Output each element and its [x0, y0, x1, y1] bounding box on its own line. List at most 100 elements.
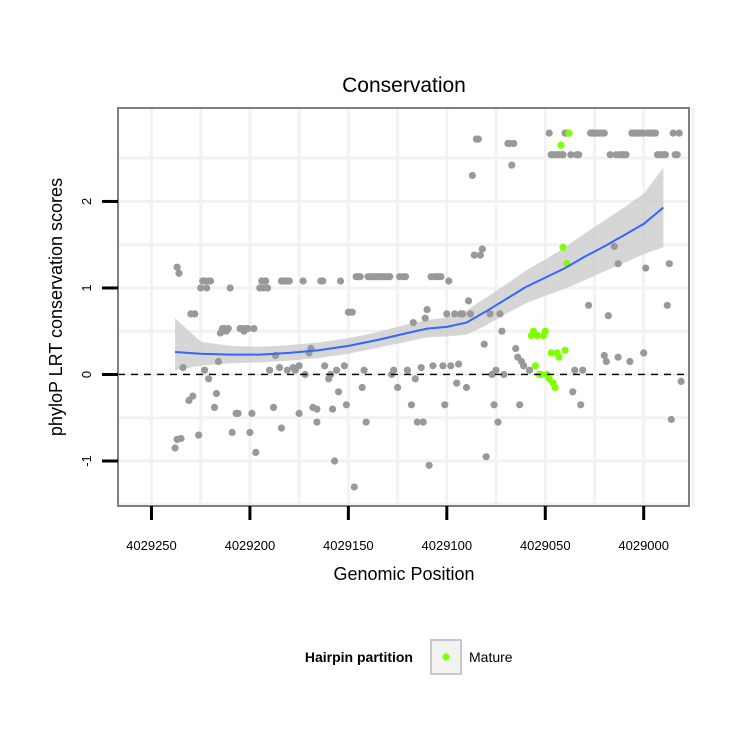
data-point: [516, 401, 524, 409]
data-point: [407, 401, 415, 409]
data-point: [285, 277, 293, 285]
data-point: [411, 375, 419, 383]
data-point: [445, 277, 453, 285]
data-point: [210, 403, 219, 411]
data-point: [197, 284, 205, 292]
data-point: [189, 392, 197, 400]
data-point: [545, 129, 553, 137]
data-point: [476, 251, 484, 259]
data-point: [453, 379, 461, 387]
data-point: [246, 428, 254, 437]
data-point: [264, 284, 272, 292]
data-point: [610, 242, 618, 250]
data-point: [466, 310, 474, 318]
data-point: [203, 284, 211, 292]
data-point: [474, 135, 482, 143]
data-point-mature: [537, 370, 545, 379]
x-tick-label: 4029250: [126, 538, 177, 553]
data-point: [464, 297, 473, 305]
plot-area: [118, 108, 695, 506]
legend-label-mature: Mature: [469, 649, 513, 665]
axes: 4029250 4029200 4029150 4029100 4029050 40290…: [79, 107, 690, 553]
data-point: [358, 383, 366, 392]
data-point: [677, 377, 685, 385]
confidence-band: [175, 167, 664, 371]
data-point: [195, 431, 203, 439]
data-point-mature: [559, 243, 567, 251]
data-point: [482, 453, 490, 461]
data-point: [244, 325, 252, 333]
legend-key-mature: [442, 653, 450, 661]
data-point: [500, 370, 508, 379]
data-point: [451, 310, 459, 318]
data-point: [419, 418, 427, 426]
data-point: [413, 418, 421, 426]
data-point: [331, 457, 339, 465]
data-point: [360, 366, 368, 374]
data-point: [234, 409, 242, 417]
data-point: [173, 263, 181, 271]
data-point: [340, 362, 348, 370]
data-point: [455, 360, 463, 368]
data-point: [661, 151, 670, 159]
data-point: [269, 403, 278, 411]
data-point-mature: [565, 129, 573, 137]
data-point: [651, 129, 660, 137]
data-point: [600, 351, 608, 360]
data-point: [498, 327, 506, 335]
data-point: [175, 269, 183, 277]
data-point: [665, 260, 673, 268]
data-point: [425, 461, 433, 469]
data-point: [622, 151, 630, 159]
data-point: [252, 448, 260, 456]
data-point: [525, 366, 534, 374]
data-point: [429, 362, 437, 370]
data-point: [663, 301, 671, 309]
y-axis-title: phyloP LRT conservation scores: [46, 178, 66, 436]
data-point: [480, 340, 488, 348]
data-point: [510, 139, 518, 148]
data-point-mature: [561, 346, 569, 354]
y-tick-label: -1: [79, 455, 94, 467]
data-point: [508, 161, 516, 169]
data-point: [313, 405, 321, 413]
x-tick-label: 4029150: [323, 538, 374, 553]
data-point: [567, 151, 575, 159]
data-point: [606, 151, 614, 159]
data-point: [409, 319, 417, 327]
y-tick-label: 0: [79, 371, 94, 378]
data-point: [675, 129, 683, 137]
data-point: [356, 273, 364, 281]
data-point: [571, 366, 579, 374]
data-point: [283, 366, 291, 374]
data-point: [348, 308, 356, 316]
data-point: [266, 366, 274, 374]
data-point: [642, 264, 650, 272]
data-point: [667, 415, 675, 424]
data-point: [177, 434, 185, 443]
data-point: [492, 366, 500, 374]
legend-title: Hairpin partition: [305, 649, 413, 665]
data-point: [248, 409, 256, 417]
data-point: [212, 389, 220, 398]
data-point: [470, 251, 478, 259]
data-point: [329, 405, 337, 413]
data-point: [421, 314, 429, 322]
data-point-mature: [555, 353, 563, 361]
data-point-mature: [541, 327, 549, 335]
data-point: [333, 366, 341, 374]
x-tick-label: 4029000: [618, 538, 669, 553]
data-point: [275, 364, 284, 372]
data-point-mature: [551, 383, 559, 392]
data-point: [390, 366, 398, 374]
data-point: [600, 129, 608, 137]
data-point: [205, 375, 213, 383]
data-point: [191, 310, 199, 318]
data-point: [214, 357, 222, 366]
data-point: [512, 344, 520, 353]
data-point: [575, 151, 583, 159]
data-point: [669, 129, 677, 137]
data-point: [494, 418, 502, 426]
